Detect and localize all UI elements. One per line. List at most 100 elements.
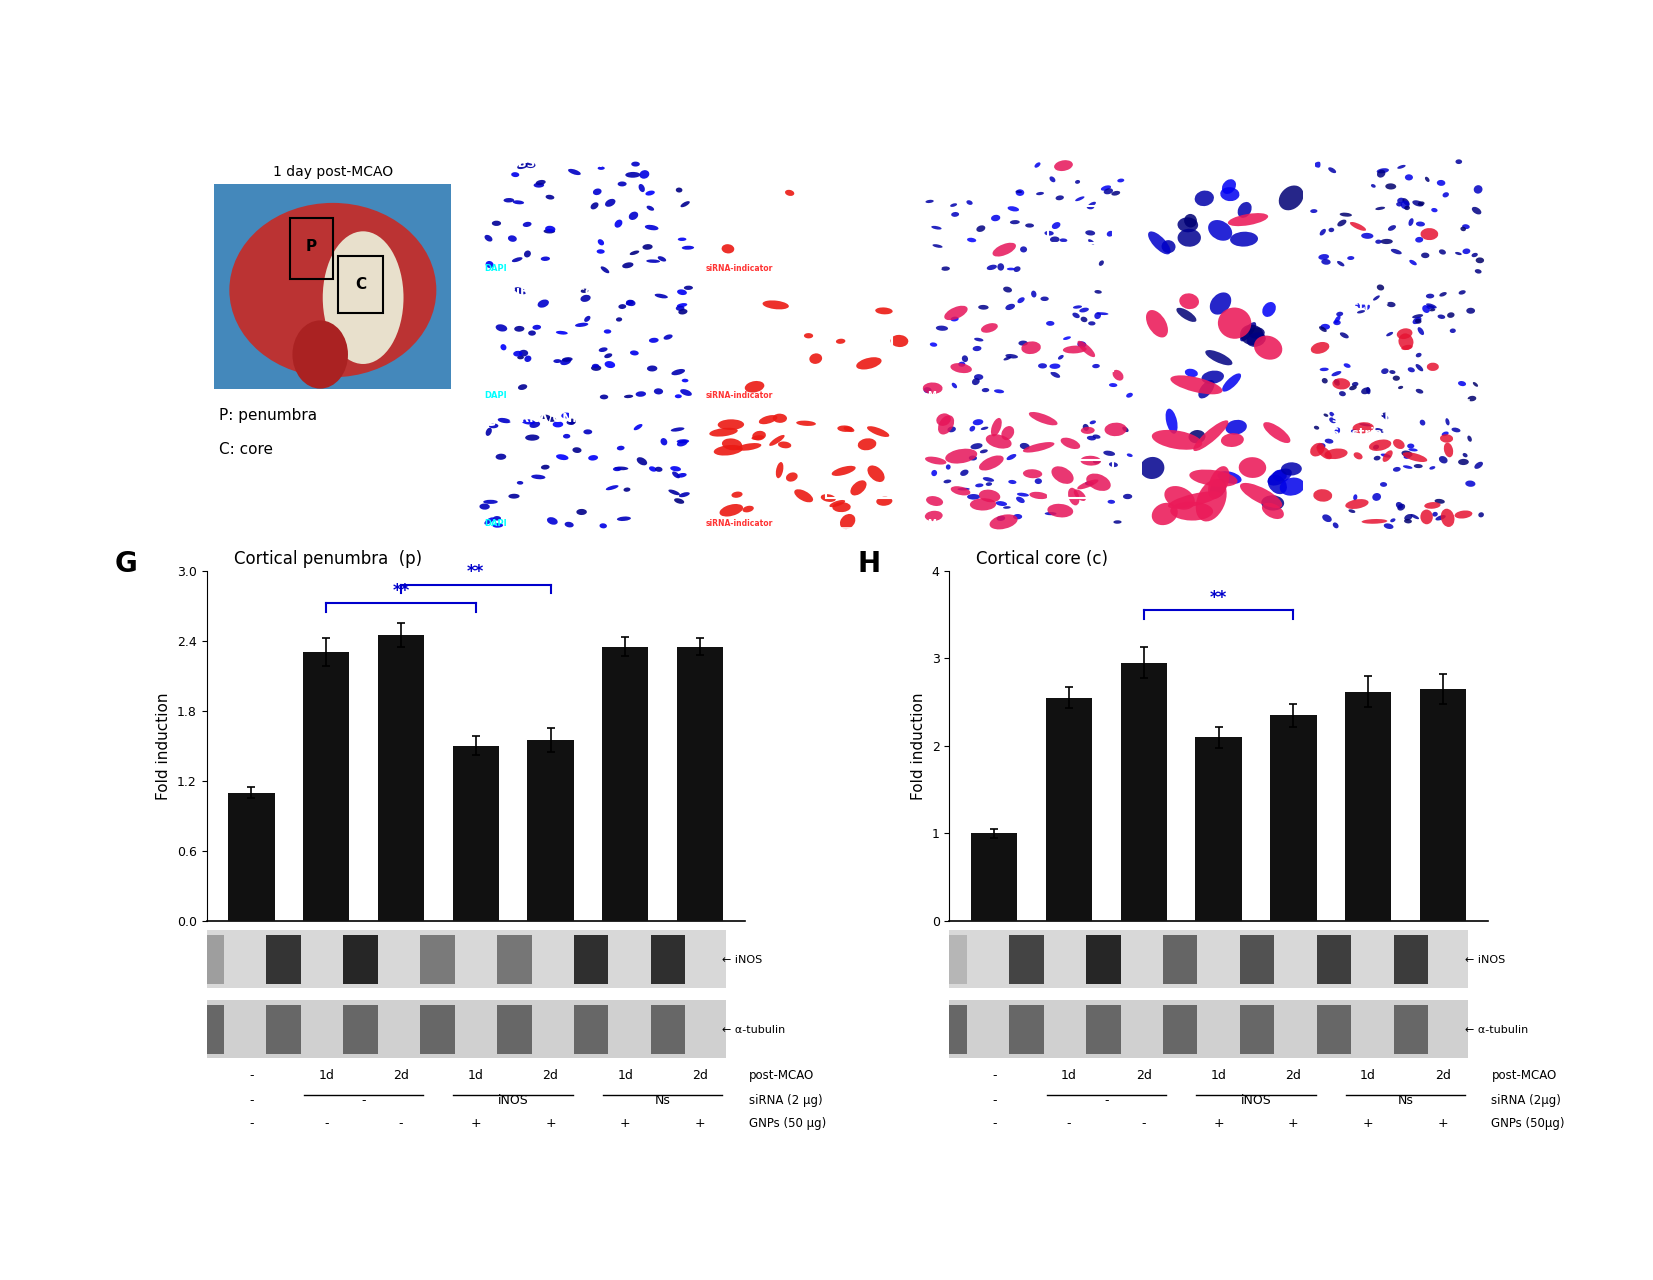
Ellipse shape <box>1013 266 1020 273</box>
Text: Me: Me <box>927 264 942 274</box>
Ellipse shape <box>990 417 1002 436</box>
Ellipse shape <box>1048 504 1073 517</box>
Ellipse shape <box>1412 200 1423 206</box>
Ellipse shape <box>1408 218 1413 227</box>
Ellipse shape <box>1354 494 1357 500</box>
Ellipse shape <box>479 503 489 509</box>
Ellipse shape <box>1038 364 1046 369</box>
Ellipse shape <box>600 524 607 529</box>
Text: Me: Me <box>927 392 942 401</box>
Ellipse shape <box>1017 493 1028 497</box>
Ellipse shape <box>1108 499 1116 504</box>
Ellipse shape <box>555 454 569 460</box>
Ellipse shape <box>592 365 602 371</box>
Ellipse shape <box>230 202 436 378</box>
Ellipse shape <box>484 234 493 242</box>
Text: iNOS: iNOS <box>498 1094 529 1107</box>
Ellipse shape <box>676 188 683 192</box>
Ellipse shape <box>1455 159 1463 164</box>
Bar <box>1393 1005 1428 1055</box>
Ellipse shape <box>597 250 605 253</box>
Ellipse shape <box>1086 230 1096 236</box>
Ellipse shape <box>962 356 969 362</box>
Bar <box>453 746 499 922</box>
Ellipse shape <box>1220 187 1240 201</box>
Text: E: E <box>1309 284 1321 302</box>
Text: ← iNOS: ← iNOS <box>1465 955 1504 965</box>
Text: siRNA-indicator: siRNA-indicator <box>706 392 774 401</box>
Text: PBS, stria: PBS, stria <box>1331 157 1397 170</box>
Ellipse shape <box>1354 452 1362 460</box>
Ellipse shape <box>1382 451 1393 462</box>
Ellipse shape <box>926 200 934 204</box>
Ellipse shape <box>1094 291 1103 293</box>
Ellipse shape <box>517 384 527 390</box>
Ellipse shape <box>650 338 658 343</box>
Ellipse shape <box>1466 307 1474 314</box>
Ellipse shape <box>1210 292 1231 315</box>
Bar <box>574 936 608 984</box>
Ellipse shape <box>522 221 532 227</box>
Ellipse shape <box>1149 232 1170 255</box>
Ellipse shape <box>1189 430 1205 443</box>
Ellipse shape <box>1169 492 1220 508</box>
Ellipse shape <box>1393 439 1405 449</box>
Text: Me: Me <box>927 518 942 527</box>
Ellipse shape <box>946 449 977 463</box>
Bar <box>1162 1005 1197 1055</box>
Ellipse shape <box>944 480 952 484</box>
Ellipse shape <box>526 163 536 168</box>
Ellipse shape <box>1375 206 1385 210</box>
Ellipse shape <box>1094 312 1101 319</box>
Ellipse shape <box>684 285 693 291</box>
Ellipse shape <box>1352 381 1359 387</box>
Ellipse shape <box>979 489 1000 502</box>
Ellipse shape <box>1152 503 1179 525</box>
Ellipse shape <box>547 417 555 422</box>
Ellipse shape <box>1122 494 1132 499</box>
Ellipse shape <box>545 195 554 200</box>
Ellipse shape <box>1412 314 1423 319</box>
Ellipse shape <box>1415 353 1422 357</box>
Ellipse shape <box>1347 256 1354 260</box>
Ellipse shape <box>992 243 1017 256</box>
Ellipse shape <box>1374 456 1380 461</box>
Bar <box>826 333 891 371</box>
Bar <box>1121 663 1167 922</box>
Ellipse shape <box>678 238 686 241</box>
Ellipse shape <box>1478 512 1484 517</box>
Text: C: C <box>355 276 367 292</box>
Ellipse shape <box>850 480 866 495</box>
Ellipse shape <box>483 499 498 504</box>
Ellipse shape <box>752 435 764 440</box>
Ellipse shape <box>1425 177 1430 182</box>
Ellipse shape <box>1189 470 1238 486</box>
Ellipse shape <box>1099 260 1104 266</box>
Ellipse shape <box>1104 422 1127 436</box>
Ellipse shape <box>617 445 625 451</box>
Ellipse shape <box>623 488 630 492</box>
Ellipse shape <box>560 358 572 365</box>
Ellipse shape <box>1418 328 1425 335</box>
Ellipse shape <box>1165 408 1177 434</box>
Ellipse shape <box>509 494 519 499</box>
Ellipse shape <box>762 301 788 310</box>
Ellipse shape <box>950 316 959 321</box>
Ellipse shape <box>631 161 640 166</box>
Text: +: + <box>1213 1117 1223 1130</box>
Ellipse shape <box>1005 303 1015 310</box>
Ellipse shape <box>293 320 349 389</box>
Ellipse shape <box>1127 453 1132 457</box>
Bar <box>651 936 686 984</box>
Ellipse shape <box>944 306 967 320</box>
Ellipse shape <box>1228 212 1268 227</box>
Bar <box>1270 716 1316 922</box>
Ellipse shape <box>655 388 663 394</box>
Bar <box>302 653 349 922</box>
Ellipse shape <box>1337 220 1347 227</box>
Ellipse shape <box>1040 297 1048 301</box>
Text: 1d: 1d <box>1210 1069 1227 1082</box>
Ellipse shape <box>678 308 688 315</box>
Ellipse shape <box>1177 307 1197 323</box>
Ellipse shape <box>1050 177 1055 182</box>
